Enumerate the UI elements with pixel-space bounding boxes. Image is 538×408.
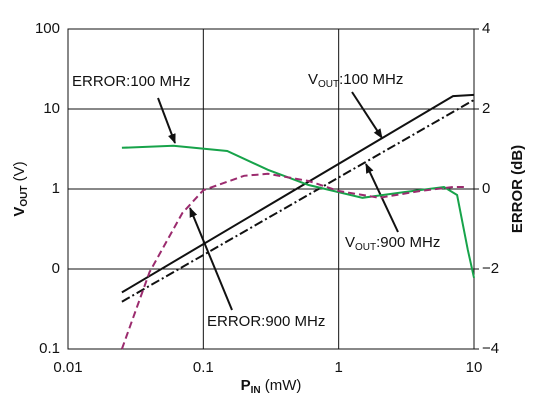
annotation: ERROR:100 MHz <box>72 73 190 90</box>
y2-tick-label: −2 <box>482 260 499 277</box>
y-tick-label: 10 <box>43 100 60 117</box>
x-axis-label: PIN (mW) <box>241 377 302 396</box>
y2-tick-label: 0 <box>482 180 490 197</box>
y2-tick-label: 4 <box>482 20 490 37</box>
y2-tick-label: −4 <box>482 340 499 357</box>
series-line <box>121 99 475 303</box>
x-tick-label: 1 <box>334 359 342 376</box>
y-tick-label: 100 <box>35 20 60 37</box>
y-tick-label: 0 <box>52 260 60 277</box>
series-line <box>120 172 468 350</box>
annotation: VOUT:900 MHz <box>345 234 440 253</box>
x-tick-label: 0.01 <box>53 359 82 376</box>
annotation: ERROR:900 MHz <box>207 313 325 330</box>
series-line <box>121 93 475 294</box>
y-tick-label: 1 <box>52 180 60 197</box>
y2-tick-label: 2 <box>482 100 490 117</box>
annotation: VOUT:100 MHz <box>308 71 403 90</box>
y-axis-label: VOUT (V) <box>11 161 30 216</box>
y-tick-label: 0.1 <box>39 340 60 357</box>
x-tick-label: 10 <box>466 359 483 376</box>
series-line <box>121 144 475 279</box>
x-tick-label: 0.1 <box>193 359 214 376</box>
y2-axis-label: ERROR (dB) <box>509 145 526 233</box>
